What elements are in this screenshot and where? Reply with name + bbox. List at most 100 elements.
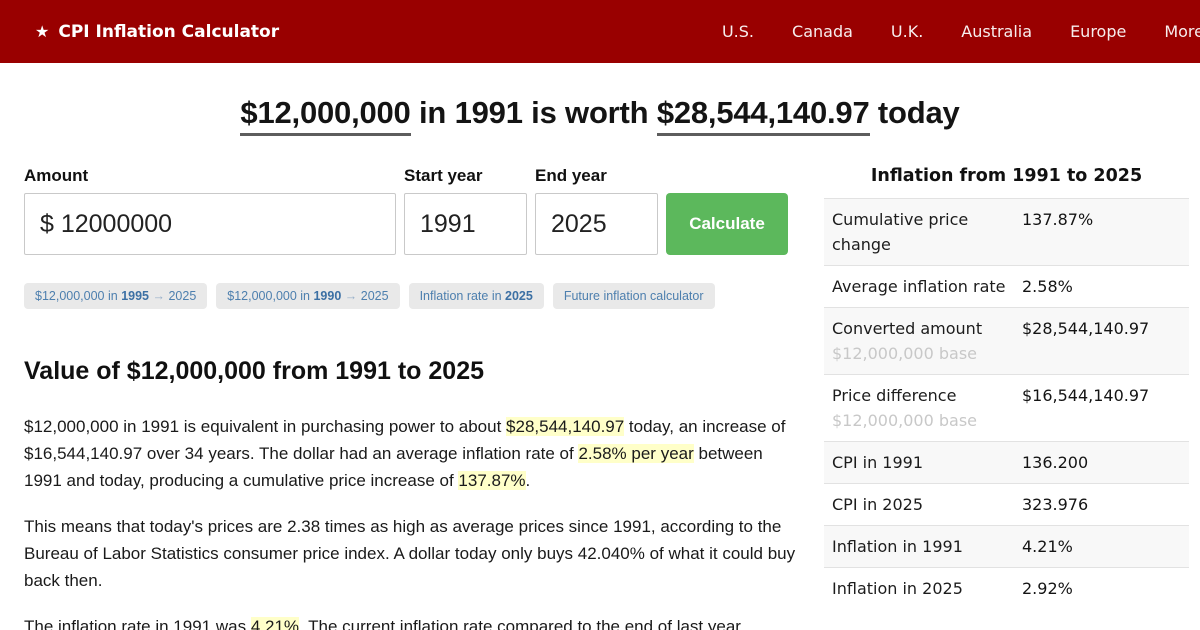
stat-value: $28,544,140.97 bbox=[1022, 319, 1150, 338]
stat-sublabel-text: $12,000,000 base bbox=[832, 344, 978, 363]
text-segment-b: 2025 bbox=[505, 289, 533, 303]
end-year-field-group: End year bbox=[535, 166, 658, 255]
text-segment: $12,000,000 in bbox=[227, 289, 314, 303]
text-segment-b: 1990 bbox=[313, 289, 342, 303]
text-segment: Future inflation calculator bbox=[563, 289, 704, 303]
stat-label: Average inflation rate bbox=[824, 266, 1014, 308]
stat-value: 2.92% bbox=[1022, 579, 1073, 598]
related-link-chip[interactable]: $12,000,000 in 1995 → 2025 bbox=[24, 283, 208, 309]
stats-table-body: Cumulative price change 137.87% Average in… bbox=[824, 198, 1189, 610]
text-segment-arrow: → bbox=[341, 289, 361, 303]
text-segment: $12,000,000 in 1991 is equivalent in pur… bbox=[24, 417, 507, 436]
table-row: CPI in 2025 323.976 bbox=[824, 483, 1189, 526]
stat-label: CPI in 1991 bbox=[824, 442, 1014, 484]
calculate-button-group: Calculate bbox=[666, 166, 788, 255]
text-segment-b: 1995 bbox=[121, 289, 150, 303]
nav-item-more[interactable]: More bbox=[1164, 22, 1200, 41]
brand-link[interactable]: ★ CPI Inflation Calculator bbox=[35, 22, 279, 42]
stat-label-text: CPI in 1991 bbox=[832, 453, 924, 472]
stat-label: Converted amount $12,000,000 base bbox=[824, 308, 1014, 375]
text-segment: 2025 bbox=[168, 289, 197, 303]
start-year-field-group: Start year bbox=[404, 166, 527, 255]
text-segment: today bbox=[869, 95, 960, 130]
stat-value: 137.87% bbox=[1022, 210, 1094, 229]
brand-title: CPI Inflation Calculator bbox=[58, 21, 280, 42]
table-row: Cumulative price change 137.87% bbox=[824, 198, 1189, 266]
stat-label-text: Inflation in 2025 bbox=[832, 579, 963, 598]
content-columns: Amount Start year End year Calculate $12… bbox=[0, 166, 1200, 630]
start-year-input[interactable] bbox=[404, 193, 527, 255]
table-row: Average inflation rate 2.58% bbox=[824, 265, 1189, 308]
text-segment: The inflation rate in 1991 was bbox=[24, 617, 251, 630]
nav-item-canada[interactable]: Canada bbox=[792, 22, 853, 41]
stat-value: 323.976 bbox=[1022, 495, 1089, 514]
stat-value: 4.21% bbox=[1022, 537, 1073, 556]
calculator-form: Amount Start year End year Calculate bbox=[24, 166, 800, 255]
summary-table-title: Inflation from 1991 to 2025 bbox=[870, 166, 1143, 186]
stat-label-text: Inflation in 1991 bbox=[832, 537, 963, 556]
article: Value of $12,000,000 from 1991 to 2025 $… bbox=[24, 356, 800, 630]
main-nav: U.S. Canada U.K. Australia Europe More bbox=[722, 22, 1200, 41]
text-segment-hl: 2.58% per year bbox=[578, 444, 694, 463]
stat-label-text: Average inflation rate bbox=[832, 277, 1006, 296]
stat-label: Inflation in 1991 bbox=[824, 526, 1014, 568]
amount-label: Amount bbox=[24, 166, 89, 185]
nav-item-uk[interactable]: U.K. bbox=[890, 22, 924, 41]
calculate-button[interactable]: Calculate bbox=[666, 193, 788, 255]
related-link-chip[interactable]: Inflation rate in 2025 bbox=[408, 283, 544, 309]
star-icon: ★ bbox=[35, 22, 50, 41]
stat-label: Price difference $12,000,000 base bbox=[824, 375, 1014, 442]
end-year-label: End year bbox=[535, 166, 607, 185]
table-row: Inflation in 1991 4.21% bbox=[824, 525, 1189, 568]
text-segment: Inflation rate in bbox=[419, 289, 506, 303]
related-link-chip[interactable]: $12,000,000 in 1990 → 2025 bbox=[216, 283, 400, 309]
amount-input[interactable] bbox=[24, 193, 396, 255]
start-year-label: Start year bbox=[404, 166, 483, 185]
stat-label: CPI in 2025 bbox=[824, 484, 1014, 526]
paragraph-buying-power: This means that today's prices are 2.38 … bbox=[24, 513, 800, 594]
amount-field-group: Amount bbox=[24, 166, 396, 255]
text-segment: in 1991 is worth bbox=[410, 95, 657, 130]
text-segment: . bbox=[525, 471, 531, 490]
table-row: Inflation in 2025 2.92% bbox=[824, 567, 1189, 610]
paragraph-inflation-rate: The inflation rate in 1991 was 4.21%. Th… bbox=[24, 613, 800, 630]
text-segment-arrow: → bbox=[149, 289, 169, 303]
text-segment: This means that today's prices are 2.38 … bbox=[24, 517, 796, 590]
table-row: Converted amount $12,000,000 base $28,544,… bbox=[824, 307, 1189, 375]
stat-label: Inflation in 2025 bbox=[824, 568, 1014, 610]
paragraph-summary: $12,000,000 in 1991 is equivalent in pur… bbox=[24, 413, 800, 494]
related-links: $12,000,000 in 1995 → 2025 $12,000,000 in… bbox=[24, 283, 800, 309]
text-segment: between 1991 and today, producing a cumu… bbox=[24, 444, 763, 490]
inflation-stats-table: Cumulative price change 137.87% Average in… bbox=[824, 198, 1189, 609]
related-link-chip[interactable]: Future inflation calculator bbox=[552, 283, 715, 309]
end-year-input[interactable] bbox=[535, 193, 658, 255]
stat-label-text: CPI in 2025 bbox=[832, 495, 924, 514]
stat-value: 2.58% bbox=[1022, 277, 1073, 296]
page-title: $12,000,000 in 1991 is worth $28,544,140… bbox=[0, 94, 1200, 136]
stat-label-text: Converted amount bbox=[832, 319, 983, 338]
text-segment: . The current inflation rate compared to… bbox=[299, 617, 741, 630]
text-segment: today, an increase of $16,544,140.97 ove… bbox=[24, 417, 786, 463]
stat-label-text: Cumulative price change bbox=[832, 210, 969, 254]
stat-label-text: Price difference bbox=[832, 386, 957, 405]
stat-value: 136.200 bbox=[1022, 453, 1089, 472]
table-row: Price difference $12,000,000 base $16,544,… bbox=[824, 374, 1189, 442]
stat-label: Cumulative price change bbox=[824, 199, 1014, 266]
text-segment-hl: 4.21% bbox=[250, 617, 300, 630]
text-segment-hl: $28,544,140.97 bbox=[506, 417, 625, 436]
nav-item-australia[interactable]: Australia bbox=[961, 22, 1033, 41]
app-header: ★ CPI Inflation Calculator U.S. Canada U.K… bbox=[0, 0, 1200, 63]
section-heading: Value of $12,000,000 from 1991 to 2025 bbox=[24, 357, 484, 385]
inflation-summary-panel: Inflation from 1991 to 2025 Cumulative p… bbox=[824, 166, 1189, 609]
text-segment: $12,000,000 in bbox=[35, 289, 122, 303]
stat-sublabel-text: $12,000,000 base bbox=[832, 411, 978, 430]
nav-item-europe[interactable]: Europe bbox=[1070, 22, 1127, 41]
text-segment-hl: 137.87% bbox=[458, 471, 526, 490]
text-segment-ul: $28,544,140.97 bbox=[656, 95, 870, 136]
table-row: CPI in 1991 136.200 bbox=[824, 441, 1189, 484]
text-segment: 2025 bbox=[360, 289, 389, 303]
left-column: Amount Start year End year Calculate $12… bbox=[0, 166, 800, 630]
nav-item-us[interactable]: U.S. bbox=[721, 22, 755, 41]
stat-value: $16,544,140.97 bbox=[1022, 386, 1150, 405]
text-segment-ul: $12,000,000 bbox=[240, 95, 411, 136]
